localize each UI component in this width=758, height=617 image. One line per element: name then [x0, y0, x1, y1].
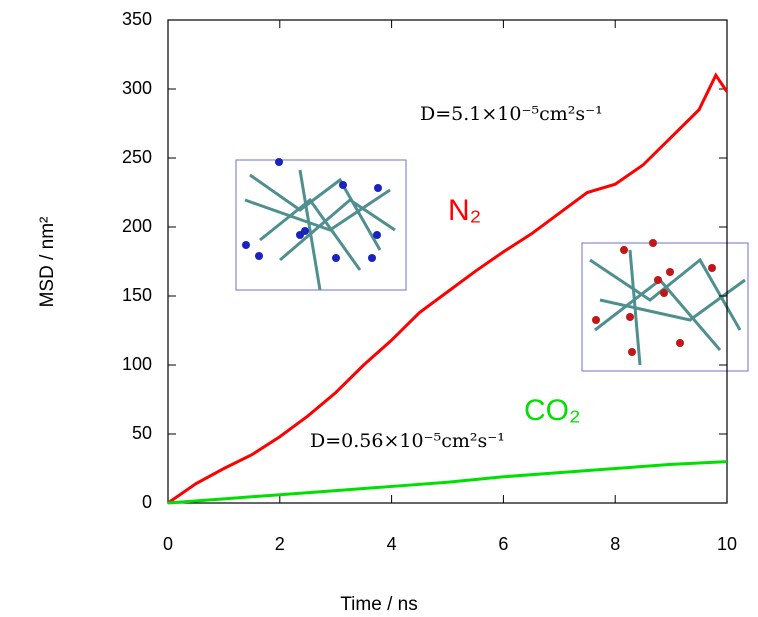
x-tick-label: 6: [498, 534, 508, 554]
y-tick-label: 100: [122, 354, 152, 374]
y-tick-label: 50: [132, 423, 152, 443]
x-tick-label: 0: [163, 534, 173, 554]
annotation: D=5.1×10⁻⁵cm²s⁻¹: [420, 103, 603, 125]
y-tick-label: 200: [122, 216, 152, 236]
inset-n2: [235, 158, 407, 291]
x-axis-label: Time / ns: [340, 594, 417, 615]
data-line: [167, 72, 729, 505]
y-tick-label: 350: [122, 9, 152, 29]
x-tick-label: 10: [717, 534, 737, 554]
x-tick-label: 2: [275, 534, 285, 554]
y-axis-label: MSD / nm²: [37, 217, 58, 308]
y-tick-label: 150: [122, 285, 152, 305]
x-tick-label: 8: [610, 534, 620, 554]
inset-co2: [581, 239, 749, 372]
plot-frame: [167, 19, 728, 504]
annotation: D=0.56×10⁻⁵cm²s⁻¹: [310, 430, 505, 452]
series-label: N₂: [448, 194, 481, 227]
y-tick-label: 250: [122, 147, 152, 167]
data-line: [167, 460, 728, 505]
y-tick-label: 300: [122, 78, 152, 98]
series-label: CO₂: [524, 394, 581, 427]
y-tick-label: 0: [142, 492, 152, 512]
x-tick-label: 4: [387, 534, 397, 554]
